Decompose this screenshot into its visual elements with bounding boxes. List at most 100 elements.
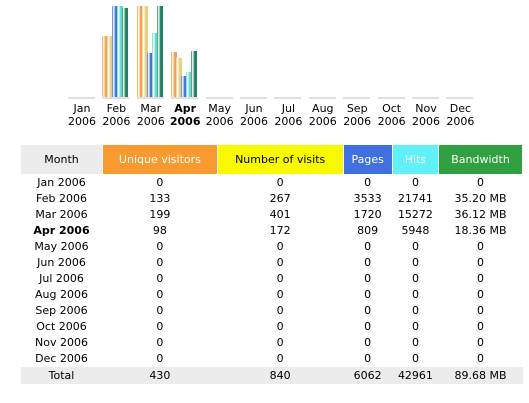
cell-month: May 2006 xyxy=(34,240,89,253)
month-tick-year: 2006 xyxy=(308,115,337,128)
cell-hits: 0 xyxy=(411,256,419,269)
cell-pages: 0 xyxy=(364,352,372,365)
table-row: Feb 2006 133 267 3533 21741 35.20 MB xyxy=(21,191,523,207)
cell-month: Apr 2006 xyxy=(33,224,90,237)
cell-month: Dec 2006 xyxy=(35,352,88,365)
cell-number-of-visits: 0 xyxy=(276,176,284,189)
total-unique-visitors: 430 xyxy=(102,367,218,384)
cell-pages: 0 xyxy=(364,240,372,253)
cell-hits: 0 xyxy=(411,272,419,285)
monthly-history-chart: Jan 2006 Feb 2006 Mar 2006 Apr 2006 May 2006 Jun 20… xyxy=(0,0,529,140)
month-baseline xyxy=(308,97,336,99)
cell-month: Oct 2006 xyxy=(36,320,87,333)
cell-pages: 0 xyxy=(364,176,372,189)
month-baseline xyxy=(102,97,130,99)
cell-unique-visitors: 199 xyxy=(149,208,171,221)
bar-bandwidth xyxy=(122,8,129,97)
month-tick-year: 2006 xyxy=(169,115,201,128)
cell-bandwidth: 18.36 MB xyxy=(454,224,507,237)
column-header-pages: Pages xyxy=(342,144,393,175)
cell-bandwidth: 0 xyxy=(477,288,485,301)
month-tick-month: Mar xyxy=(140,102,162,115)
bar-bandwidth xyxy=(156,6,163,97)
cell-hits: 0 xyxy=(411,336,419,349)
column-header-month: Month xyxy=(20,144,103,175)
month-tick-year: 2006 xyxy=(240,115,268,128)
cell-unique-visitors: 0 xyxy=(156,320,164,333)
month-tick-label: Sep 2006 xyxy=(340,102,374,128)
cell-number-of-visits: 0 xyxy=(276,336,284,349)
cell-month: Feb 2006 xyxy=(36,192,87,205)
cell-unique-visitors: 133 xyxy=(149,192,171,205)
table-row: Mar 2006 199 401 1720 15272 36.12 MB xyxy=(21,207,523,223)
table-row: May 2006 0 0 0 0 0 xyxy=(21,239,523,255)
month-baseline xyxy=(274,97,302,99)
cell-bandwidth: 36.12 MB xyxy=(454,208,507,221)
month-tick-label: Mar 2006 xyxy=(134,102,168,128)
column-header-unique-visitors: Unique visitors xyxy=(102,144,218,175)
bar-bandwidth xyxy=(191,51,198,97)
cell-number-of-visits: 172 xyxy=(269,224,291,237)
table-row: Jul 2006 0 0 0 0 0 xyxy=(21,271,523,287)
month-tick-year: 2006 xyxy=(102,115,131,128)
cell-unique-visitors: 0 xyxy=(156,240,164,253)
month-tick-year: 2006 xyxy=(274,115,303,128)
cell-bandwidth: 0 xyxy=(477,272,485,285)
month-tick-label: Dec 2006 xyxy=(443,102,477,128)
cell-month: Nov 2006 xyxy=(35,336,88,349)
month-baseline xyxy=(446,97,474,99)
month-baseline xyxy=(412,97,439,99)
cell-unique-visitors: 0 xyxy=(156,272,164,285)
column-header-number-of-visits: Number of visits xyxy=(216,144,344,175)
cell-pages: 0 xyxy=(364,336,372,349)
cell-bandwidth: 0 xyxy=(477,320,485,333)
cell-pages: 3533 xyxy=(353,192,382,205)
month-baseline xyxy=(171,97,199,99)
month-tick-month: May xyxy=(208,102,231,115)
month-tick-year: 2006 xyxy=(446,115,475,128)
table-header-row: Month Unique visitors Number of visits P… xyxy=(20,144,523,175)
cell-number-of-visits: 0 xyxy=(276,240,284,253)
cell-month: Sep 2006 xyxy=(35,304,88,317)
cell-bandwidth: 0 xyxy=(477,256,485,269)
month-baseline xyxy=(240,97,267,99)
column-header-bandwidth: Bandwidth xyxy=(438,144,523,175)
month-tick-label: Jun 2006 xyxy=(237,102,271,128)
cell-month: Jun 2006 xyxy=(37,256,86,269)
cell-bandwidth: 35.20 MB xyxy=(454,192,507,205)
month-tick-year: 2006 xyxy=(68,115,96,128)
table-row: Sep 2006 0 0 0 0 0 xyxy=(21,303,523,319)
month-baseline xyxy=(205,97,233,99)
cell-pages: 1720 xyxy=(353,208,382,221)
total-label: Total xyxy=(20,367,103,384)
cell-unique-visitors: 0 xyxy=(156,304,164,317)
month-tick-label: Aug 2006 xyxy=(306,102,340,128)
month-baseline xyxy=(68,97,95,99)
cell-bandwidth: 0 xyxy=(477,176,485,189)
month-tick-month: Feb xyxy=(106,102,127,115)
cell-unique-visitors: 0 xyxy=(156,336,164,349)
cell-unique-visitors: 0 xyxy=(156,288,164,301)
cell-bandwidth: 0 xyxy=(477,304,485,317)
month-baseline xyxy=(343,97,371,99)
cell-number-of-visits: 0 xyxy=(276,272,284,285)
month-tick-month: Aug xyxy=(312,102,334,115)
table-row: Nov 2006 0 0 0 0 0 xyxy=(21,335,523,351)
table-total-row: Total 430 840 6062 42961 89.68 MB xyxy=(20,367,523,384)
month-tick-year: 2006 xyxy=(377,115,406,128)
month-tick-month: Jul xyxy=(281,102,296,115)
cell-pages: 809 xyxy=(357,224,379,237)
cell-pages: 0 xyxy=(364,288,372,301)
table-row: Dec 2006 0 0 0 0 0 xyxy=(21,351,523,367)
total-hits: 42961 xyxy=(392,367,439,384)
month-baseline xyxy=(377,97,405,99)
total-pages: 6062 xyxy=(343,367,393,384)
cell-number-of-visits: 0 xyxy=(276,352,284,365)
column-header-hits: Hits xyxy=(391,144,440,175)
month-tick-year: 2006 xyxy=(205,115,234,128)
cell-unique-visitors: 0 xyxy=(156,256,164,269)
cell-number-of-visits: 401 xyxy=(269,208,291,221)
cell-month: Jul 2006 xyxy=(39,272,84,285)
cell-pages: 0 xyxy=(364,272,372,285)
cell-hits: 0 xyxy=(411,288,419,301)
